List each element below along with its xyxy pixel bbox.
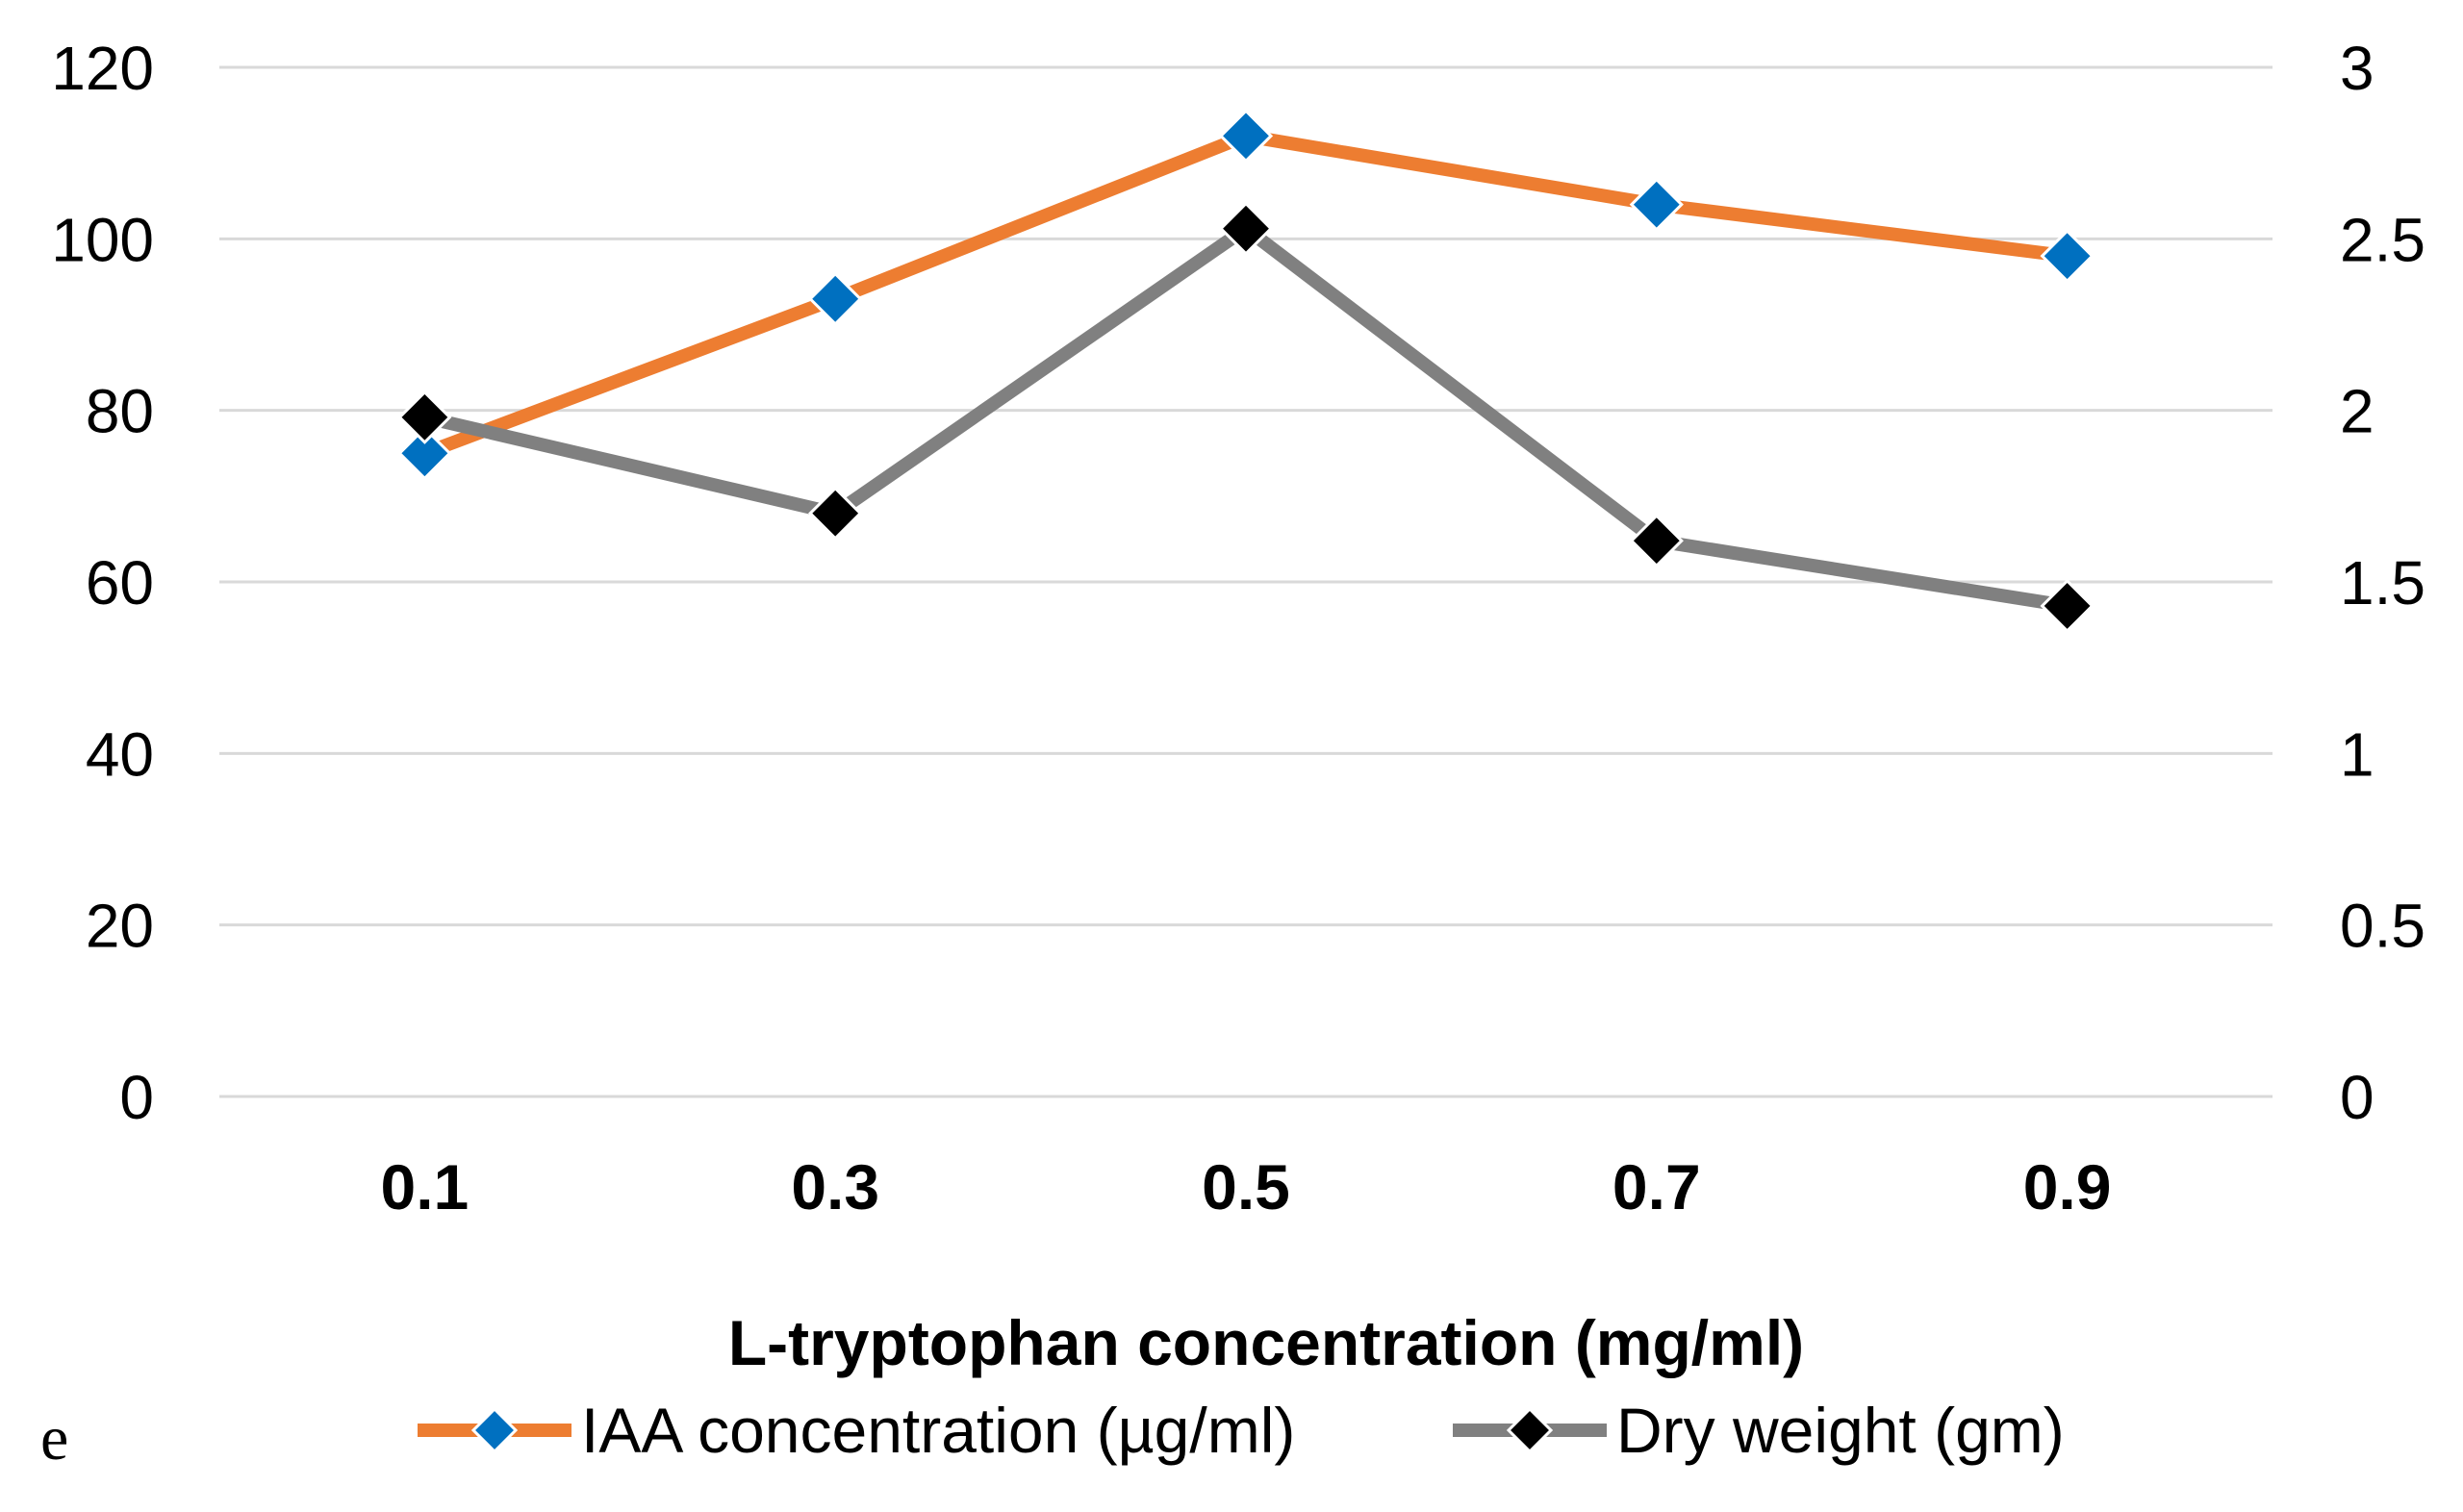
x-tick-label: 0.9: [2023, 1151, 2112, 1222]
series-line-1: [418, 221, 2074, 613]
data-point-marker: [397, 390, 452, 444]
left-y-axis-ticks: 0 20 40 60 80 100 120: [51, 34, 154, 1132]
x-tick-label: 0.7: [1612, 1151, 1701, 1222]
y-left-tick-label: 120: [51, 34, 154, 103]
series-layer: [397, 109, 2095, 634]
data-point-marker: [2040, 578, 2095, 634]
legend: IAA concentration (µg/ml) Dry weight (gm…: [418, 1395, 2065, 1466]
y-left-tick-label: 100: [51, 205, 154, 274]
data-point-marker: [1629, 514, 1684, 568]
data-point-marker: [1218, 201, 1274, 256]
panel-label: e: [40, 1403, 68, 1474]
y-left-tick-label: 20: [86, 892, 154, 961]
x-axis-ticks: 0.1 0.3 0.5 0.7 0.9: [381, 1151, 2112, 1222]
legend-label-iaa: IAA concentration (µg/ml): [581, 1395, 1295, 1466]
x-tick-label: 0.3: [791, 1151, 879, 1222]
data-point-marker: [1629, 177, 1684, 232]
y-left-tick-label: 80: [86, 377, 154, 446]
y-right-tick-label: 0.5: [2340, 892, 2425, 961]
x-tick-label: 0.5: [1202, 1151, 1290, 1222]
y-right-tick-label: 2: [2340, 377, 2374, 446]
y-left-tick-label: 40: [86, 719, 154, 789]
legend-label-dry-weight: Dry weight (gm): [1616, 1395, 2065, 1466]
x-tick-label: 0.1: [381, 1151, 470, 1222]
legend-swatch-iaa-marker: [470, 1406, 519, 1454]
x-axis-title: L-tryptophan concentration (mg/ml): [728, 1307, 1804, 1378]
y-left-tick-label: 0: [119, 1063, 154, 1132]
data-point-marker: [1218, 109, 1274, 164]
y-right-tick-label: 1.5: [2340, 548, 2425, 617]
y-right-tick-label: 2.5: [2340, 205, 2425, 274]
series-line-0: [418, 129, 2074, 461]
legend-swatch-dry-weight-marker: [1506, 1406, 1554, 1454]
y-right-tick-label: 0: [2340, 1063, 2374, 1132]
y-right-tick-label: 1: [2340, 719, 2374, 789]
right-y-axis-ticks: 0 0.5 1 1.5 2 2.5 3: [2340, 34, 2425, 1132]
data-point-marker: [808, 486, 863, 541]
data-point-marker: [2040, 229, 2095, 284]
y-right-tick-label: 3: [2340, 34, 2374, 103]
y-left-tick-label: 60: [86, 548, 154, 617]
data-point-marker: [808, 271, 863, 326]
data-point-marker: [397, 426, 452, 481]
